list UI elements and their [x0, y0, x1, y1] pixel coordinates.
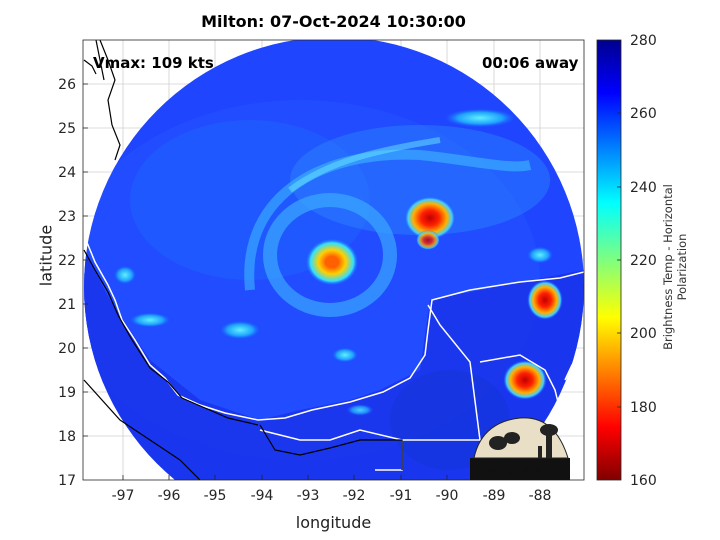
x-tick-label: -95 [204, 488, 227, 504]
colorbar-tick-label: 240 [630, 180, 657, 196]
y-tick-label: 24 [58, 165, 76, 181]
x-tick-label: -91 [390, 488, 413, 504]
y-tick-label: 26 [58, 77, 76, 93]
colorbar-tick-label: 200 [630, 326, 657, 342]
tick-marks [83, 83, 541, 480]
y-tick-label: 17 [58, 473, 76, 489]
colorbar-tick-label: 220 [630, 253, 657, 269]
x-tick-label: -90 [436, 488, 459, 504]
country-borders [83, 40, 403, 480]
y-tick-label: 22 [58, 253, 76, 269]
colorbar-tick-label: 160 [630, 473, 657, 489]
y-tick-label: 25 [58, 121, 76, 137]
y-tick-label: 23 [58, 209, 76, 225]
cimss-logo [470, 417, 570, 480]
x-axis-label: longitude [295, 513, 372, 532]
x-tick-label: -93 [297, 488, 320, 504]
y-axis-label: latitude [36, 224, 56, 287]
x-tick-label: -92 [343, 488, 366, 504]
y-tick-label: 18 [58, 429, 76, 445]
x-tick-label: -94 [251, 488, 274, 504]
y-tick-label: 19 [58, 385, 76, 401]
x-tick-label: -97 [112, 488, 135, 504]
map-title: Milton: 07-Oct-2024 10:30:00 [201, 12, 466, 31]
y-tick-label: 21 [58, 297, 76, 313]
x-tick-label: -96 [158, 488, 181, 504]
colorbar-tick-label: 180 [630, 400, 657, 416]
colorbar-tick-label: 280 [630, 33, 657, 49]
x-tick-label: -88 [529, 488, 552, 504]
vmax-label: Vmax: 109 kts [93, 54, 214, 72]
away-label: 00:06 away [482, 54, 579, 72]
colorbar-ticks [617, 112, 621, 408]
cimss-logo-text: CIMSS [487, 466, 546, 479]
colorbar-tick-label: 260 [630, 106, 657, 122]
x-tick-label: -89 [483, 488, 506, 504]
colorbar-label: Brightness Temp - Horizontal Polarizatio… [661, 184, 689, 350]
y-tick-label: 20 [58, 341, 76, 357]
satellite-swath [84, 40, 584, 480]
